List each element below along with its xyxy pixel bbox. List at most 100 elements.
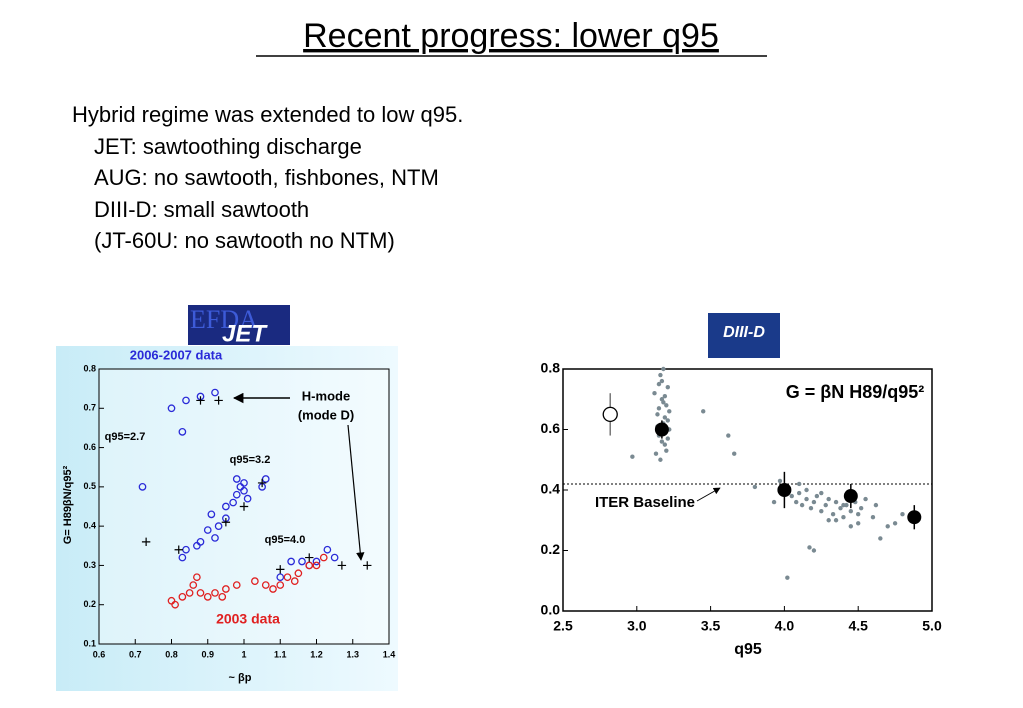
point — [196, 396, 205, 405]
point — [848, 508, 854, 514]
point — [221, 518, 231, 527]
jet-logo — [188, 305, 290, 345]
point — [907, 510, 922, 525]
x-tick-label: 3.5 — [701, 618, 721, 634]
y-tick-label: 0.3 — [83, 560, 96, 570]
point — [808, 505, 814, 511]
x-tick-label: 3.0 — [627, 618, 647, 634]
point — [856, 512, 861, 517]
point — [178, 593, 187, 601]
point — [661, 366, 666, 372]
point — [196, 538, 205, 546]
point — [838, 505, 843, 511]
point — [141, 537, 151, 547]
point — [662, 415, 668, 420]
point — [211, 589, 219, 597]
point — [662, 442, 668, 447]
point — [214, 522, 223, 530]
point — [771, 499, 777, 505]
point — [841, 515, 846, 520]
point — [665, 436, 670, 441]
point — [858, 505, 864, 511]
point — [826, 518, 831, 523]
annotation: ITER Baseline — [595, 494, 695, 511]
point — [843, 489, 858, 504]
point — [823, 502, 828, 508]
logo-text: JET — [222, 320, 268, 347]
point — [777, 483, 792, 497]
series-label: 2006-2007 data — [130, 347, 223, 362]
point — [178, 553, 187, 562]
annotation: q95=3.2 — [230, 454, 271, 466]
y-tick-label: 0.2 — [541, 541, 561, 557]
logo-text: DIII-D — [723, 324, 765, 341]
point — [602, 406, 618, 423]
point — [833, 518, 839, 523]
point — [664, 448, 669, 453]
y-tick-label: 0.8 — [83, 363, 96, 373]
y-tick-label: 0.5 — [83, 481, 96, 491]
point — [229, 498, 237, 507]
point — [652, 391, 657, 396]
point — [799, 502, 805, 508]
point — [655, 412, 660, 417]
point — [189, 581, 198, 589]
point — [312, 557, 321, 566]
point — [276, 581, 285, 589]
point — [789, 493, 794, 499]
point — [804, 487, 809, 493]
plot-frame — [562, 368, 933, 612]
y-tick-label: 0.2 — [83, 599, 96, 609]
x-tick-label: 5.0 — [922, 618, 942, 634]
point — [167, 404, 176, 413]
y-tick-label: 0.8 — [541, 360, 561, 376]
x-tick-label: 0.6 — [93, 649, 106, 659]
y-tick-label: 0.1 — [83, 638, 96, 648]
point — [656, 406, 662, 411]
point — [269, 585, 277, 593]
point — [796, 481, 802, 487]
point — [804, 496, 809, 502]
bullet: AUG: no sawtooth, fishbones, NTM — [94, 165, 439, 190]
point — [701, 409, 706, 414]
arrow — [347, 424, 365, 561]
logo-text: EFDA — [190, 305, 258, 334]
point — [240, 486, 248, 495]
point — [794, 499, 799, 505]
point — [654, 422, 669, 437]
point — [251, 577, 259, 585]
point — [239, 502, 249, 511]
point — [841, 502, 846, 508]
annotation: H-mode — [302, 388, 350, 403]
point — [261, 581, 270, 589]
x-tick-label: 1.3 — [346, 649, 359, 659]
point — [174, 545, 183, 554]
x-tick-label: 0.9 — [201, 649, 214, 659]
point — [863, 496, 868, 502]
point — [298, 557, 306, 566]
point — [290, 577, 299, 585]
x-tick-label: 1.4 — [383, 649, 396, 659]
point — [193, 573, 201, 582]
y-tick-label: 0.7 — [83, 403, 96, 413]
point — [665, 418, 670, 423]
y-tick-label: 0.6 — [83, 442, 96, 452]
point — [878, 536, 883, 541]
y-tick-label: 0.6 — [541, 420, 561, 436]
point — [785, 575, 790, 580]
point — [243, 494, 252, 503]
point — [211, 388, 219, 397]
point — [819, 508, 824, 514]
point — [312, 561, 321, 570]
point — [665, 384, 670, 390]
point — [232, 490, 241, 499]
point — [222, 502, 230, 511]
x-tick-label: 4.5 — [848, 618, 868, 634]
point — [848, 524, 854, 529]
point — [232, 475, 241, 483]
point — [752, 484, 758, 490]
x-tick-label: 1 — [241, 649, 246, 659]
point — [330, 553, 339, 562]
